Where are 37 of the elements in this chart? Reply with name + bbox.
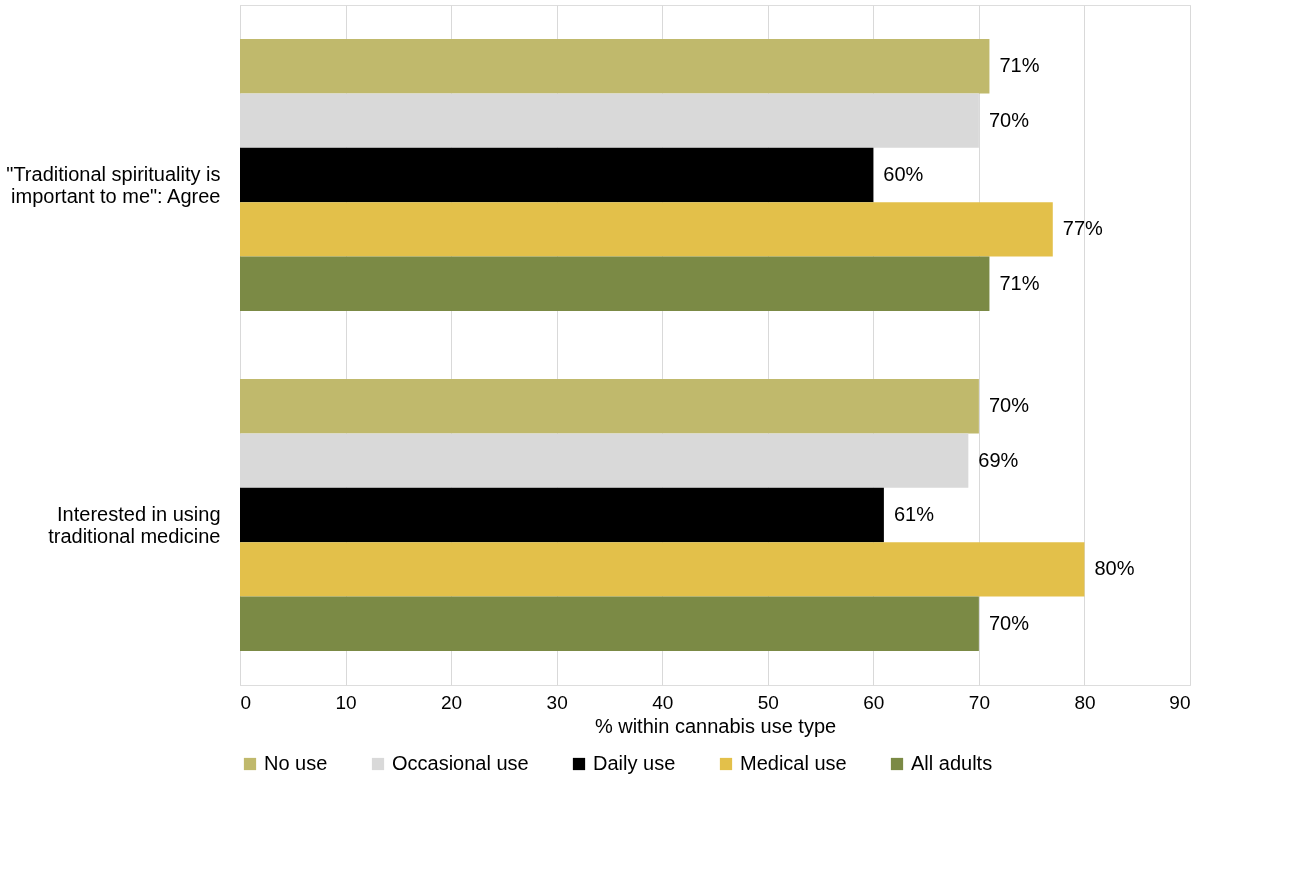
- x-tick-label: 0: [240, 691, 252, 713]
- bar: [240, 487, 884, 543]
- legend-label: No use: [264, 752, 328, 774]
- data-label: 70%: [988, 394, 1030, 417]
- x-tick-label: 20: [441, 691, 463, 713]
- bar: [240, 542, 1085, 597]
- bar: [240, 256, 990, 311]
- bar: [240, 596, 979, 651]
- data-label: 71%: [999, 271, 1040, 294]
- legend-label: Daily use: [593, 752, 676, 774]
- x-tick-label: 80: [1074, 691, 1096, 713]
- x-tick-label: 90: [1169, 691, 1191, 713]
- y-tick-label: "Traditional spirituality is important to me": Agree: [6, 163, 221, 207]
- legend-label: Occasional use: [392, 752, 529, 774]
- x-tick-label: 60: [863, 691, 885, 713]
- y-tick-label: Interested in using traditional medicine: [48, 503, 221, 547]
- data-label: 77%: [1062, 217, 1104, 240]
- x-tick-label: 50: [757, 691, 779, 713]
- x-tick-label: 30: [546, 691, 568, 713]
- data-label: 61%: [893, 503, 935, 525]
- bar: [240, 202, 1053, 257]
- bar: [240, 39, 990, 94]
- x-axis-title: % within cannabis use type: [594, 714, 837, 737]
- bar: [240, 147, 874, 203]
- data-label: 71%: [999, 54, 1040, 77]
- data-label: 70%: [988, 108, 1030, 131]
- data-label: 80%: [1094, 557, 1135, 580]
- bar: [240, 433, 969, 488]
- x-tick-label: 10: [335, 691, 357, 713]
- x-tick-label: 70: [968, 691, 990, 713]
- x-tick-label: 40: [652, 691, 674, 713]
- bar: [240, 379, 979, 434]
- legend-label: Medical use: [740, 752, 847, 774]
- legend-label: All adults: [911, 752, 993, 774]
- data-label: 69%: [978, 448, 1019, 471]
- data-label: 60%: [883, 163, 924, 185]
- data-label: 70%: [988, 611, 1030, 634]
